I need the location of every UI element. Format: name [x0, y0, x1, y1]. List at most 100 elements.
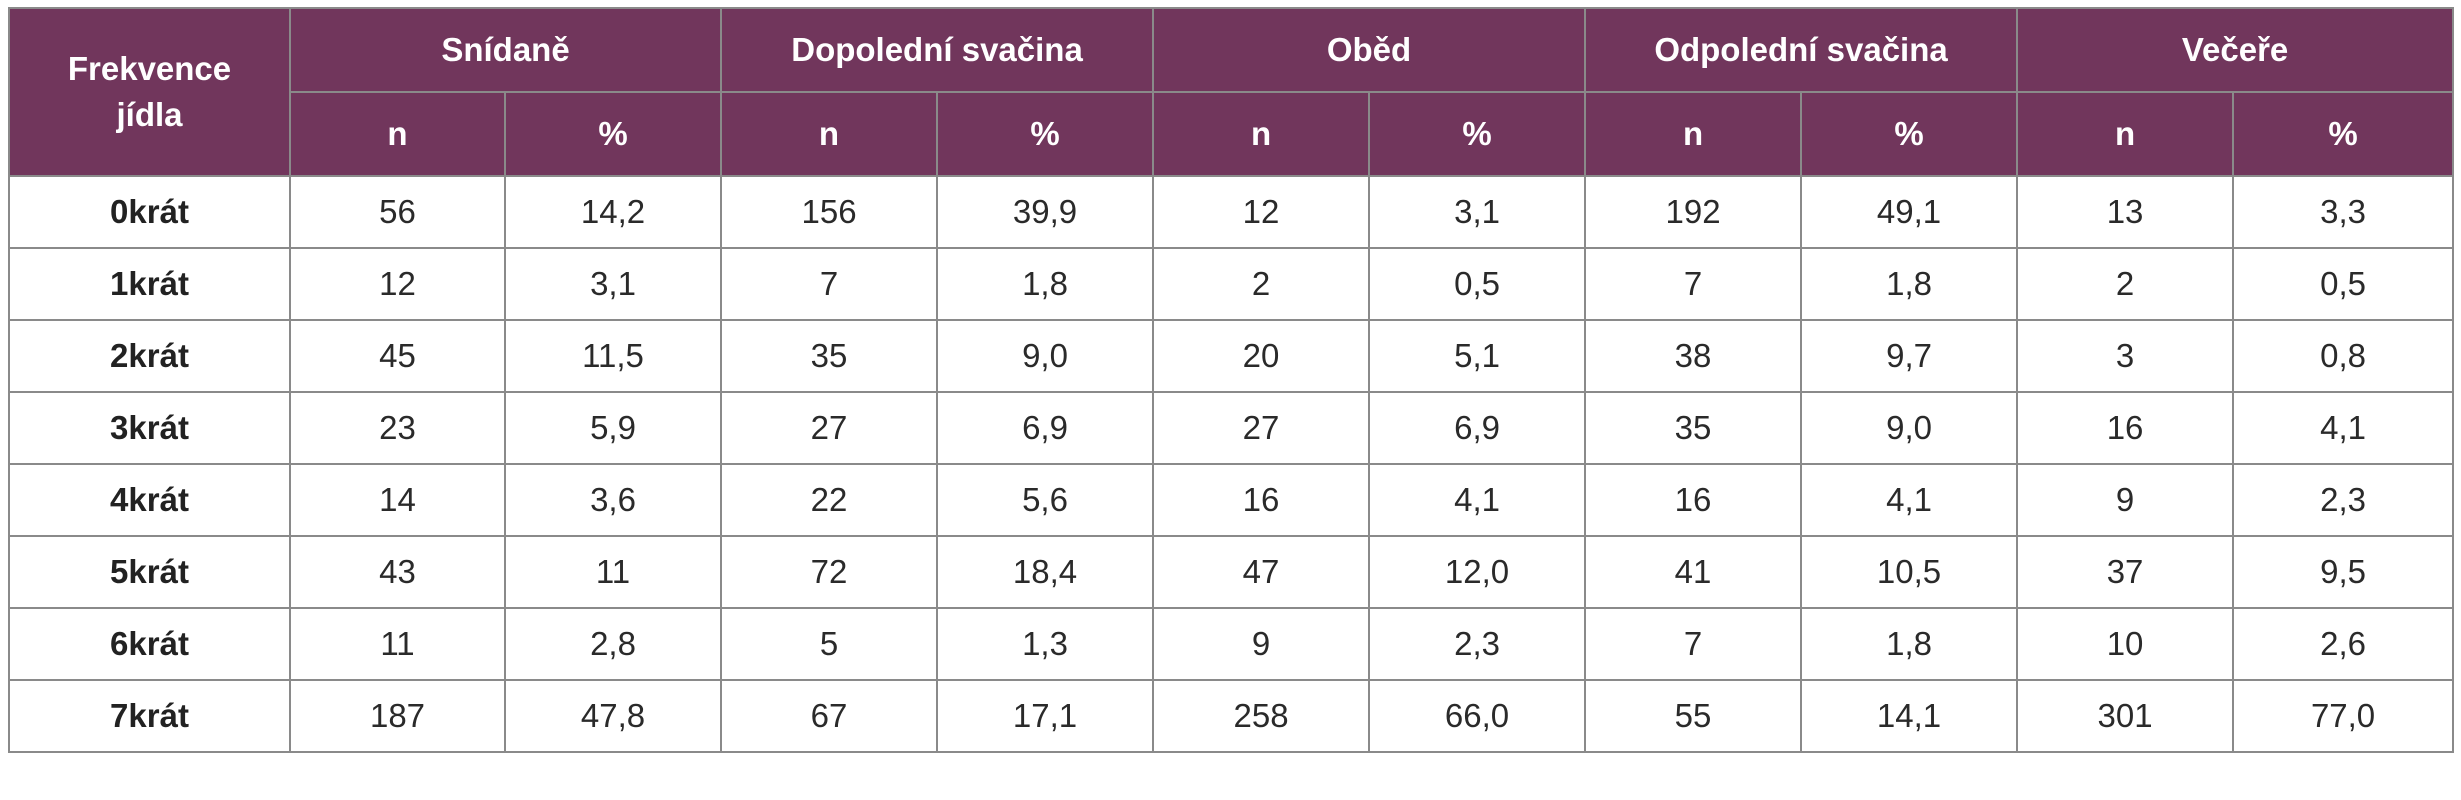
row-label: 6krát	[8, 607, 291, 681]
count-cell: 16	[1152, 463, 1371, 537]
percent-cell: 6,9	[1368, 391, 1587, 465]
percent-cell: 4,1	[2232, 391, 2455, 465]
percent-cell: 14,2	[503, 175, 723, 249]
count-cell: 7	[720, 247, 939, 321]
percent-cell: 5,9	[503, 391, 723, 465]
subheader-cell: n	[289, 91, 506, 177]
count-cell: 27	[720, 391, 939, 465]
percent-cell: 9,7	[1800, 319, 2019, 393]
count-cell: 37	[2016, 535, 2235, 609]
count-cell: 2	[1152, 247, 1371, 321]
percent-cell: 1,8	[936, 247, 1155, 321]
count-cell: 43	[289, 535, 506, 609]
percent-cell: 12,0	[1368, 535, 1587, 609]
subheader-cell: n	[1152, 91, 1371, 177]
meal-header-dopoledni-svacina: Dopolední svačina	[720, 7, 1155, 93]
percent-cell: 0,5	[1368, 247, 1587, 321]
count-cell: 35	[1584, 391, 1803, 465]
count-cell: 16	[2016, 391, 2235, 465]
count-cell: 47	[1152, 535, 1371, 609]
table-row: 1krát 12 3,1 7 1,8 2 0,5 7 1,8 2 0,5	[8, 247, 2455, 321]
meal-header-snidane: Snídaně	[288, 7, 723, 93]
subheader-cell: %	[1368, 91, 1587, 177]
row-label: 7krát	[8, 679, 291, 753]
count-cell: 13	[2016, 175, 2235, 249]
percent-cell: 3,1	[1368, 175, 1587, 249]
count-cell: 187	[289, 679, 506, 753]
percent-cell: 3,6	[503, 463, 723, 537]
count-cell: 22	[720, 463, 939, 537]
count-cell: 5	[720, 607, 939, 681]
percent-cell: 3,3	[2232, 175, 2455, 249]
count-cell: 38	[1584, 319, 1803, 393]
count-cell: 16	[1584, 463, 1803, 537]
count-cell: 3	[2016, 319, 2235, 393]
count-cell: 301	[2016, 679, 2235, 753]
meal-frequency-table: Frekvence jídla Snídaně Dopolední svačin…	[8, 7, 2455, 753]
count-cell: 20	[1152, 319, 1371, 393]
percent-cell: 5,1	[1368, 319, 1587, 393]
count-cell: 41	[1584, 535, 1803, 609]
percent-cell: 18,4	[936, 535, 1155, 609]
table-row: 4krát 14 3,6 22 5,6 16 4,1 16 4,1 9 2,3	[8, 463, 2455, 537]
percent-cell: 2,3	[1368, 607, 1587, 681]
percent-cell: 77,0	[2232, 679, 2455, 753]
percent-cell: 17,1	[936, 679, 1155, 753]
percent-cell: 66,0	[1368, 679, 1587, 753]
subheader-cell: %	[2232, 91, 2455, 177]
count-cell: 12	[1152, 175, 1371, 249]
row-label: 5krát	[8, 535, 291, 609]
subheader-cell: n	[1584, 91, 1803, 177]
percent-cell: 1,8	[1800, 247, 2019, 321]
row-label: 1krát	[8, 247, 291, 321]
percent-cell: 2,3	[2232, 463, 2455, 537]
count-cell: 7	[1584, 607, 1803, 681]
percent-cell: 3,1	[503, 247, 723, 321]
percent-cell: 0,5	[2232, 247, 2455, 321]
count-cell: 9	[1152, 607, 1371, 681]
count-cell: 10	[2016, 607, 2235, 681]
count-cell: 9	[2016, 463, 2235, 537]
count-cell: 7	[1584, 247, 1803, 321]
percent-cell: 47,8	[503, 679, 723, 753]
corner-header-cell: Frekvence jídla	[8, 7, 291, 177]
subheader-cell: %	[503, 91, 723, 177]
meal-header-obed: Oběd	[1152, 7, 1587, 93]
table-row: 3krát 23 5,9 27 6,9 27 6,9 35 9,0 16 4,1	[8, 391, 2455, 465]
meal-header-vecere: Večeře	[2016, 7, 2455, 93]
row-label: 3krát	[8, 391, 291, 465]
percent-cell: 10,5	[1800, 535, 2019, 609]
meal-header-odpoledni-svacina: Odpolední svačina	[1584, 7, 2019, 93]
count-cell: 27	[1152, 391, 1371, 465]
count-cell: 55	[1584, 679, 1803, 753]
table-body: 0krát 56 14,2 156 39,9 12 3,1 192 49,1 13 3,3 1krát…	[8, 175, 2455, 753]
count-cell: 14	[289, 463, 506, 537]
percent-cell: 4,1	[1800, 463, 2019, 537]
percent-cell: 39,9	[936, 175, 1155, 249]
row-label: 0krát	[8, 175, 291, 249]
count-cell: 45	[289, 319, 506, 393]
subheader-cell: %	[1800, 91, 2019, 177]
subheader-cell: %	[936, 91, 1155, 177]
percent-cell: 9,0	[1800, 391, 2019, 465]
count-cell: 72	[720, 535, 939, 609]
row-label: 4krát	[8, 463, 291, 537]
corner-label-line1: Frekvence	[67, 50, 232, 87]
subheader-cell: n	[720, 91, 939, 177]
count-cell: 2	[2016, 247, 2235, 321]
count-cell: 192	[1584, 175, 1803, 249]
table-row: 2krát 45 11,5 35 9,0 20 5,1 38 9,7 3 0,8	[8, 319, 2455, 393]
table-row: 6krát 11 2,8 5 1,3 9 2,3 7 1,8 10 2,6	[8, 607, 2455, 681]
percent-cell: 9,0	[936, 319, 1155, 393]
percent-cell: 6,9	[936, 391, 1155, 465]
count-cell: 23	[289, 391, 506, 465]
count-cell: 258	[1152, 679, 1371, 753]
percent-cell: 1,3	[936, 607, 1155, 681]
percent-cell: 2,6	[2232, 607, 2455, 681]
percent-cell: 11	[503, 535, 723, 609]
percent-cell: 49,1	[1800, 175, 2019, 249]
count-cell: 156	[720, 175, 939, 249]
row-label: 2krát	[8, 319, 291, 393]
table-row: 5krát 43 11 72 18,4 47 12,0 41 10,5 37 9,5	[8, 535, 2455, 609]
count-cell: 11	[289, 607, 506, 681]
